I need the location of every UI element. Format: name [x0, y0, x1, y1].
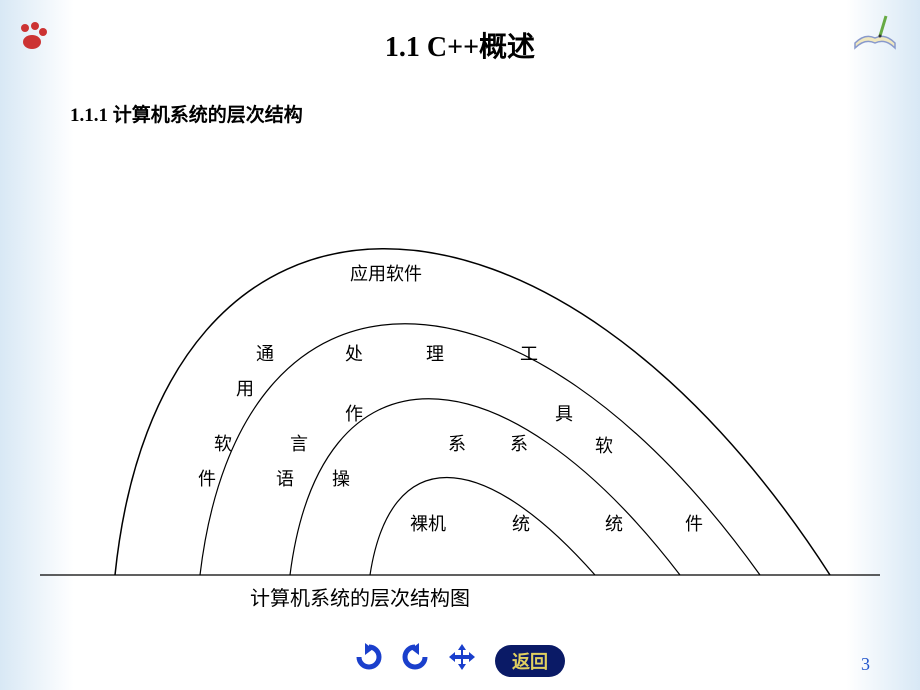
nav-bar: 返回 — [355, 642, 565, 680]
layer-label: 裸机 — [410, 510, 446, 536]
layer-label: 件 — [685, 510, 703, 536]
page-number: 3 — [861, 654, 870, 675]
layer-label: 工 — [520, 340, 538, 366]
layer-label: 统 — [512, 510, 530, 536]
return-button[interactable]: 返回 — [495, 645, 565, 677]
slide-subtitle: 1.1.1 计算机系统的层次结构 — [0, 65, 920, 127]
undo-icon[interactable] — [355, 643, 383, 679]
layer-label: 具 — [555, 400, 573, 426]
layer-label: 语 — [276, 465, 294, 491]
diagram-caption: 计算机系统的层次结构图 — [250, 582, 470, 611]
move-icon[interactable] — [447, 642, 477, 680]
layer-label: 软 — [214, 430, 232, 456]
layer-label: 用 — [236, 375, 254, 401]
arc-arc2 — [200, 324, 760, 575]
layer-label: 系 — [510, 430, 528, 456]
paw-icon — [15, 20, 50, 60]
layer-label: 件 — [198, 465, 216, 491]
layer-label: 操 — [332, 465, 350, 491]
layer-label: 理 — [426, 340, 444, 366]
arc-arc4 — [370, 478, 595, 576]
hierarchy-diagram: 应用软件通用软件处理工具软件言语作操系系裸机统统 计算机系统的层次结构图 — [0, 150, 920, 590]
layer-label: 言 — [290, 430, 308, 456]
layer-label: 处 — [345, 340, 363, 366]
layer-label: 通 — [256, 340, 274, 366]
layer-label: 统 — [605, 510, 623, 536]
slide-title: 1.1 C++概述 — [0, 0, 920, 65]
layer-label: 软 — [595, 432, 613, 458]
layer-label: 作 — [345, 400, 363, 426]
redo-icon[interactable] — [401, 643, 429, 679]
book-pencil-icon — [850, 8, 905, 58]
layer-label: 应用软件 — [350, 260, 422, 286]
layer-label: 系 — [448, 430, 466, 456]
